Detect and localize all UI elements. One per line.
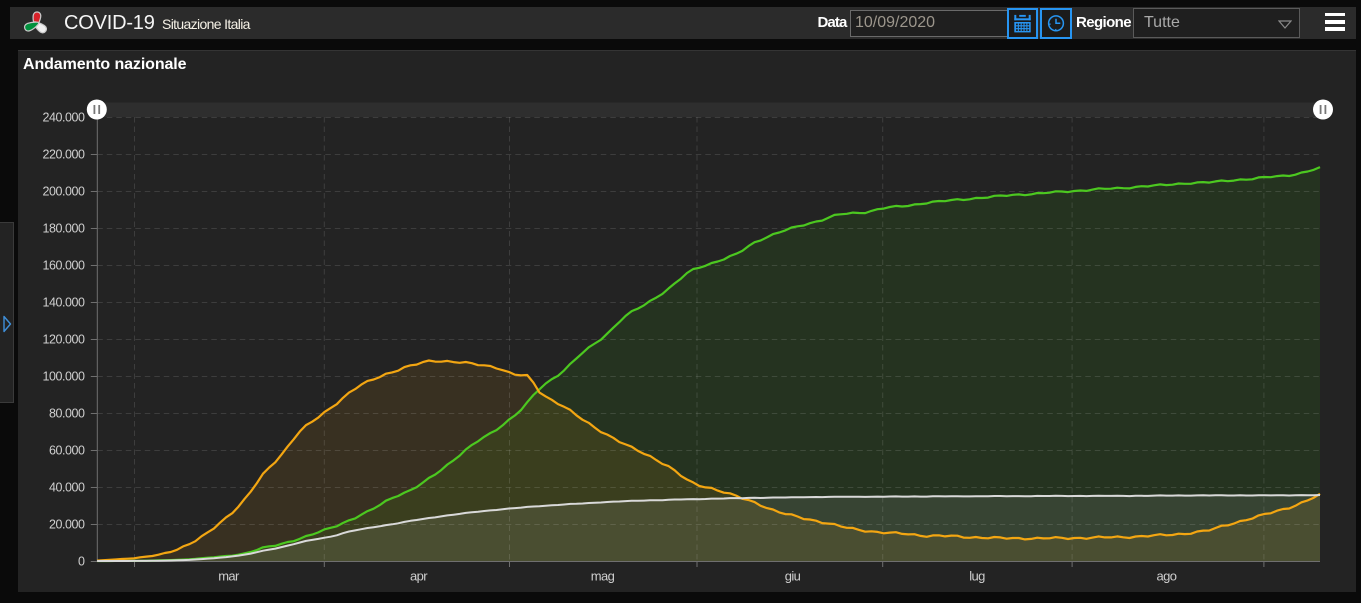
svg-text:40.000: 40.000	[49, 481, 85, 495]
svg-text:200.000: 200.000	[42, 185, 85, 199]
svg-text:lug: lug	[969, 569, 985, 584]
svg-text:140.000: 140.000	[42, 296, 85, 310]
svg-text:100.000: 100.000	[42, 370, 85, 384]
svg-text:180.000: 180.000	[42, 222, 85, 236]
svg-text:120.000: 120.000	[42, 333, 85, 347]
svg-text:giu: giu	[785, 569, 801, 584]
svg-text:60.000: 60.000	[49, 444, 85, 458]
svg-text:160.000: 160.000	[42, 259, 85, 273]
svg-text:240.000: 240.000	[42, 111, 85, 125]
svg-text:ago: ago	[1157, 569, 1177, 584]
svg-text:0: 0	[78, 555, 85, 569]
svg-text:80.000: 80.000	[49, 407, 85, 421]
svg-text:apr: apr	[410, 569, 428, 584]
svg-text:20.000: 20.000	[49, 518, 85, 532]
svg-text:220.000: 220.000	[42, 148, 85, 162]
svg-text:mag: mag	[591, 569, 615, 584]
svg-text:mar: mar	[218, 569, 240, 584]
